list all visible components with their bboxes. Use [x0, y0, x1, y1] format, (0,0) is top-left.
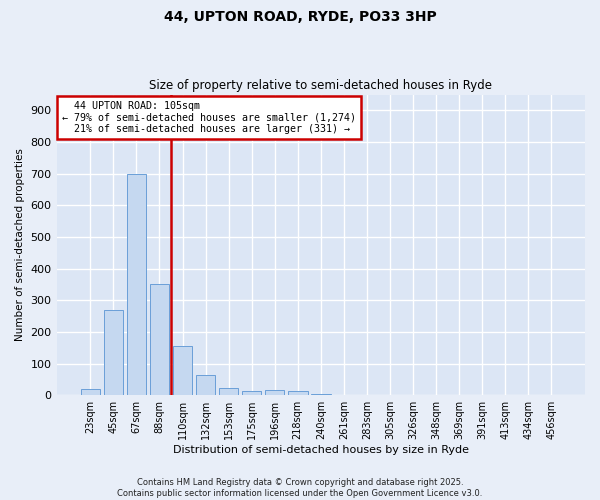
Bar — [288, 391, 308, 395]
Bar — [242, 392, 262, 395]
Bar — [104, 310, 123, 395]
Bar — [196, 374, 215, 395]
X-axis label: Distribution of semi-detached houses by size in Ryde: Distribution of semi-detached houses by … — [173, 445, 469, 455]
Bar — [80, 389, 100, 395]
Title: Size of property relative to semi-detached houses in Ryde: Size of property relative to semi-detach… — [149, 79, 492, 92]
Text: 44 UPTON ROAD: 105sqm
← 79% of semi-detached houses are smaller (1,274)
  21% of: 44 UPTON ROAD: 105sqm ← 79% of semi-deta… — [62, 100, 356, 134]
Bar — [149, 284, 169, 395]
Text: Contains HM Land Registry data © Crown copyright and database right 2025.
Contai: Contains HM Land Registry data © Crown c… — [118, 478, 482, 498]
Bar — [127, 174, 146, 395]
Bar — [173, 346, 193, 395]
Bar — [265, 390, 284, 395]
Bar — [219, 388, 238, 395]
Bar — [311, 394, 331, 395]
Text: 44, UPTON ROAD, RYDE, PO33 3HP: 44, UPTON ROAD, RYDE, PO33 3HP — [164, 10, 436, 24]
Y-axis label: Number of semi-detached properties: Number of semi-detached properties — [15, 148, 25, 342]
